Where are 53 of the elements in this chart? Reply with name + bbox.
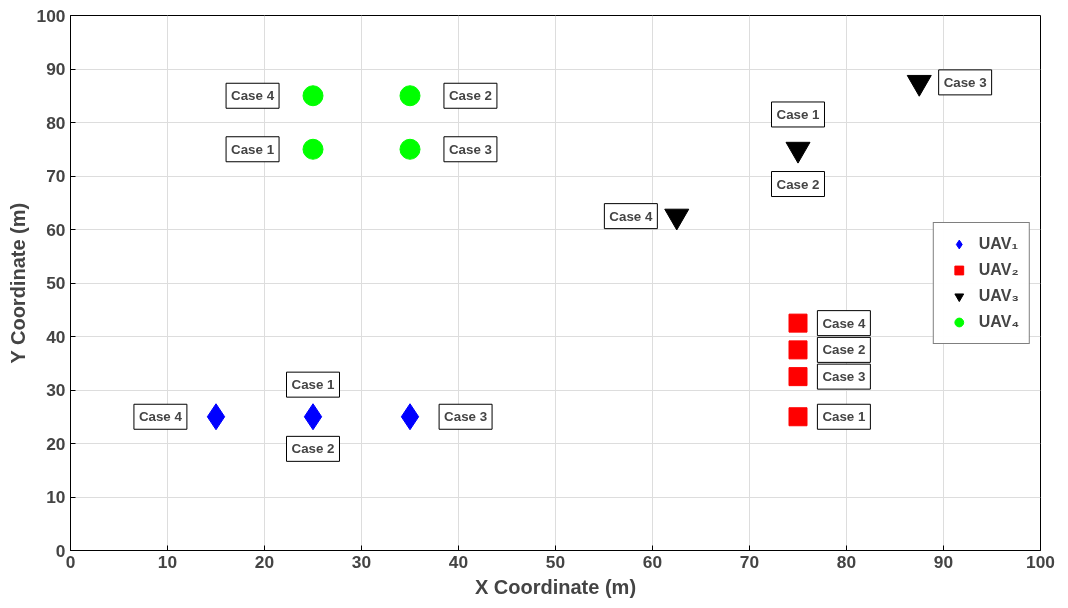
x-tick-label: 60 <box>642 551 663 572</box>
point <box>399 85 421 107</box>
point <box>788 340 808 360</box>
x-tick-label: 10 <box>157 551 178 572</box>
annotation: Case 1 <box>776 106 821 122</box>
y-tick-label: 40 <box>46 326 66 347</box>
y-tick-label: 80 <box>46 112 66 133</box>
x-tick-label: 80 <box>836 551 857 572</box>
x-axis-title: X Coordinate (m) <box>474 575 637 598</box>
x-tick-label: 50 <box>545 551 566 572</box>
annotation: Case 2 <box>448 88 492 104</box>
x-tick-label: 100 <box>1026 551 1055 572</box>
annotation: Case 3 <box>822 369 866 385</box>
y-tick-label: 70 <box>46 166 66 186</box>
y-tick-label: 90 <box>46 59 66 79</box>
point <box>400 403 420 431</box>
annotation: Case 1 <box>291 377 336 393</box>
annotation: Case 3 <box>444 409 488 425</box>
x-tick-label: 30 <box>351 551 372 572</box>
x-tick-label: 20 <box>254 551 275 572</box>
annotation: Case 1 <box>231 141 275 157</box>
legend-label: UAV₁ <box>978 234 1018 253</box>
y-axis-title: Y Coordinate (m) <box>6 202 29 364</box>
y-tick-label: 50 <box>46 273 66 293</box>
point <box>788 367 808 387</box>
x-tick-label: 90 <box>933 551 954 572</box>
annotation: Case 4 <box>822 315 866 331</box>
y-tick-label: 20 <box>46 433 66 454</box>
y-tick-label: 10 <box>46 487 66 507</box>
point <box>399 138 421 160</box>
annotation: Case 3 <box>448 141 492 157</box>
point <box>303 403 323 431</box>
legend-label: UAV₄ <box>978 312 1019 331</box>
point <box>788 313 808 333</box>
point <box>302 85 324 107</box>
point <box>206 403 226 431</box>
annotation: Case 2 <box>822 342 866 358</box>
point <box>302 138 324 160</box>
legend-label: UAV₃ <box>978 286 1019 305</box>
annotation: Case 1 <box>822 409 866 425</box>
annotation: Case 4 <box>609 208 653 224</box>
annotation: Case 4 <box>138 409 183 425</box>
annotation: Case 3 <box>943 74 987 90</box>
annotation: Case 2 <box>776 176 820 192</box>
annotation: Case 4 <box>231 88 275 104</box>
y-tick-label: 60 <box>46 219 66 240</box>
x-tick-label: 40 <box>448 551 469 572</box>
y-tick-label: 100 <box>36 5 66 26</box>
x-tick-label: 70 <box>739 551 760 572</box>
annotation: Case 2 <box>291 441 335 457</box>
legend-label: UAV₂ <box>978 260 1019 279</box>
y-tick-label: 30 <box>46 380 66 400</box>
point <box>788 407 808 427</box>
